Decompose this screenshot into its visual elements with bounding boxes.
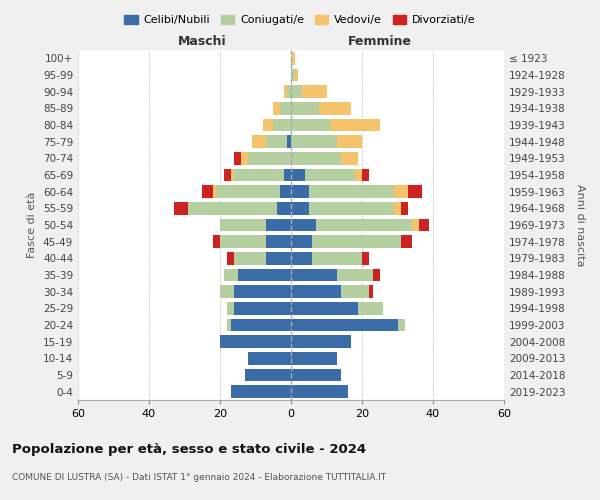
Bar: [408, 186, 422, 198]
Bar: [287, 136, 291, 148]
Bar: [291, 202, 309, 214]
Text: Femmine: Femmine: [348, 35, 412, 48]
Bar: [263, 118, 273, 131]
Bar: [224, 269, 238, 281]
Bar: [330, 118, 380, 131]
Bar: [188, 202, 277, 214]
Bar: [174, 202, 188, 214]
Bar: [337, 269, 373, 281]
Bar: [369, 286, 373, 298]
Bar: [266, 236, 291, 248]
Bar: [224, 169, 230, 181]
Bar: [291, 102, 319, 115]
Bar: [241, 152, 248, 164]
Bar: [291, 302, 358, 314]
Text: COMUNE DI LUSTRA (SA) - Dati ISTAT 1° gennaio 2024 - Elaborazione TUTTITALIA.IT: COMUNE DI LUSTRA (SA) - Dati ISTAT 1° ge…: [12, 472, 386, 482]
Bar: [401, 236, 412, 248]
Bar: [373, 269, 380, 281]
Bar: [355, 169, 362, 181]
Bar: [220, 286, 234, 298]
Bar: [248, 352, 291, 364]
Bar: [291, 386, 348, 398]
Bar: [337, 136, 362, 148]
Bar: [213, 186, 217, 198]
Bar: [273, 118, 291, 131]
Bar: [291, 319, 398, 331]
Bar: [362, 169, 369, 181]
Bar: [284, 86, 287, 98]
Bar: [234, 169, 284, 181]
Bar: [220, 236, 266, 248]
Bar: [238, 269, 291, 281]
Bar: [266, 219, 291, 231]
Bar: [291, 252, 313, 264]
Bar: [291, 68, 295, 81]
Y-axis label: Anni di nascita: Anni di nascita: [575, 184, 585, 266]
Bar: [313, 236, 401, 248]
Bar: [234, 252, 266, 264]
Bar: [341, 286, 369, 298]
Bar: [291, 136, 337, 148]
Legend: Celibi/Nubili, Coniugati/e, Vedovi/e, Divorziati/e: Celibi/Nubili, Coniugati/e, Vedovi/e, Di…: [120, 10, 480, 30]
Bar: [273, 102, 280, 115]
Bar: [291, 236, 313, 248]
Bar: [234, 286, 291, 298]
Bar: [305, 169, 355, 181]
Bar: [245, 368, 291, 381]
Bar: [227, 319, 230, 331]
Bar: [291, 286, 341, 298]
Bar: [291, 219, 316, 231]
Bar: [291, 86, 302, 98]
Bar: [230, 386, 291, 398]
Bar: [291, 336, 352, 348]
Bar: [266, 252, 291, 264]
Text: Maschi: Maschi: [178, 35, 227, 48]
Bar: [412, 219, 419, 231]
Bar: [394, 186, 408, 198]
Bar: [316, 219, 412, 231]
Bar: [394, 202, 401, 214]
Bar: [291, 368, 341, 381]
Bar: [287, 86, 291, 98]
Bar: [401, 202, 408, 214]
Bar: [280, 186, 291, 198]
Bar: [284, 169, 291, 181]
Bar: [230, 169, 234, 181]
Bar: [295, 68, 298, 81]
Bar: [248, 152, 291, 164]
Bar: [220, 336, 291, 348]
Bar: [227, 252, 234, 264]
Text: Popolazione per età, sesso e stato civile - 2024: Popolazione per età, sesso e stato civil…: [12, 442, 366, 456]
Bar: [358, 302, 383, 314]
Bar: [277, 202, 291, 214]
Bar: [291, 169, 305, 181]
Bar: [398, 319, 404, 331]
Bar: [319, 102, 352, 115]
Bar: [313, 252, 362, 264]
Bar: [291, 269, 337, 281]
Bar: [291, 118, 330, 131]
Bar: [202, 186, 213, 198]
Bar: [266, 136, 287, 148]
Bar: [234, 302, 291, 314]
Bar: [234, 152, 241, 164]
Bar: [291, 52, 295, 64]
Bar: [217, 186, 280, 198]
Bar: [291, 152, 341, 164]
Bar: [309, 202, 394, 214]
Bar: [419, 219, 430, 231]
Y-axis label: Fasce di età: Fasce di età: [28, 192, 37, 258]
Bar: [362, 252, 369, 264]
Bar: [220, 219, 266, 231]
Bar: [309, 186, 394, 198]
Bar: [227, 302, 234, 314]
Bar: [341, 152, 358, 164]
Bar: [302, 86, 326, 98]
Bar: [252, 136, 266, 148]
Bar: [280, 102, 291, 115]
Bar: [213, 236, 220, 248]
Bar: [291, 352, 337, 364]
Bar: [291, 186, 309, 198]
Bar: [230, 319, 291, 331]
